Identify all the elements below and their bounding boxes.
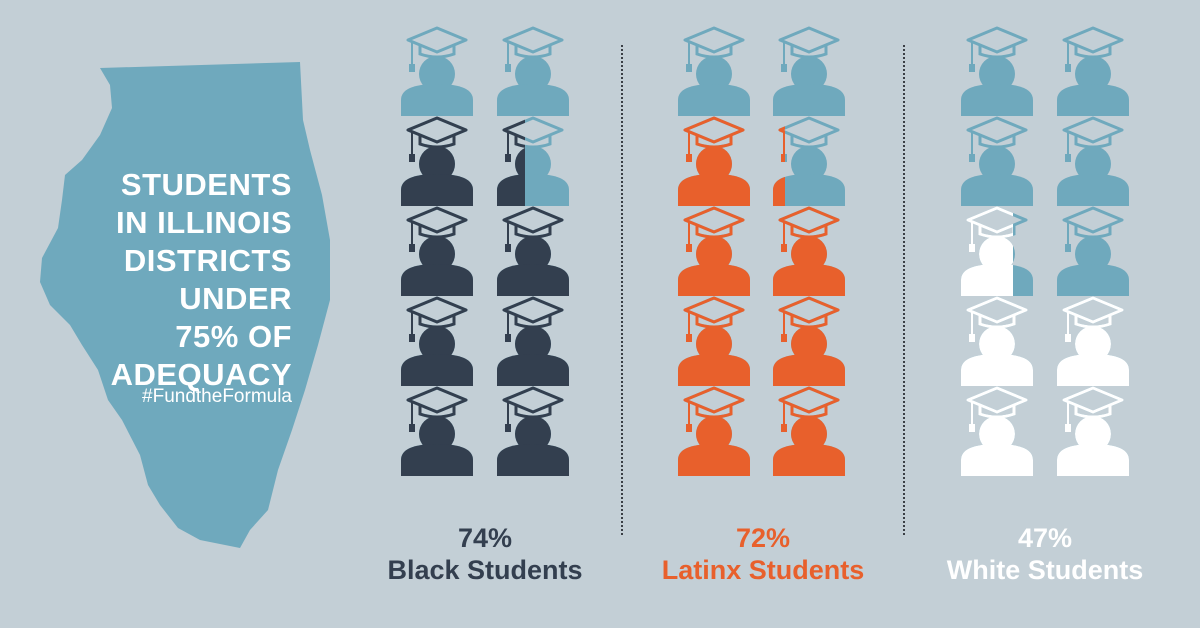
group-label-white: 47% White Students bbox=[915, 522, 1175, 586]
graduate-icon bbox=[771, 116, 847, 208]
title-line-5: 75% OF bbox=[175, 319, 292, 354]
name-black: Black Students bbox=[387, 555, 583, 585]
graduate-icon bbox=[399, 26, 475, 118]
divider-right bbox=[903, 45, 905, 535]
graduate-icon bbox=[676, 296, 752, 388]
graduate-icon bbox=[399, 386, 475, 478]
percent-white: 47% bbox=[1017, 523, 1073, 553]
name-latinx: Latinx Students bbox=[661, 555, 865, 585]
illinois-state-shape bbox=[40, 62, 330, 548]
percent-black: 74% bbox=[457, 523, 513, 553]
graduate-icon bbox=[495, 386, 571, 478]
graduate-icon bbox=[676, 386, 752, 478]
graduate-icon bbox=[771, 26, 847, 118]
graduate-icon bbox=[399, 206, 475, 298]
divider-left bbox=[621, 45, 623, 535]
graduate-icon bbox=[771, 206, 847, 298]
graduate-icon bbox=[399, 116, 475, 208]
title-line-6: ADEQUACY bbox=[110, 357, 292, 392]
graduate-icon bbox=[959, 206, 1035, 298]
graduate-icon bbox=[1055, 386, 1131, 478]
title-line-4: UNDER bbox=[179, 281, 292, 316]
title-line-3: DISTRICTS bbox=[123, 243, 292, 278]
graduate-icon bbox=[959, 386, 1035, 478]
graduate-icon bbox=[1055, 206, 1131, 298]
graduate-icon bbox=[495, 206, 571, 298]
graduate-icon bbox=[399, 296, 475, 388]
name-white: White Students bbox=[946, 555, 1144, 585]
graduate-icon bbox=[959, 296, 1035, 388]
graduate-icon bbox=[771, 386, 847, 478]
title-line-2: IN ILLINOIS bbox=[116, 205, 292, 240]
title-line-1: STUDENTS bbox=[120, 167, 292, 202]
graduate-icon bbox=[1055, 116, 1131, 208]
graduate-icon bbox=[495, 296, 571, 388]
graduate-icon bbox=[959, 116, 1035, 208]
infographic-title: STUDENTS IN ILLINOIS DISTRICTS UNDER 75%… bbox=[60, 166, 292, 394]
graduate-icon bbox=[1055, 26, 1131, 118]
graduate-icon bbox=[676, 26, 752, 118]
graduate-icon bbox=[676, 206, 752, 298]
graduate-icon bbox=[771, 296, 847, 388]
graduate-icon bbox=[676, 116, 752, 208]
graduate-icon bbox=[495, 26, 571, 118]
group-label-latinx: 72% Latinx Students bbox=[633, 522, 893, 586]
graduate-icon bbox=[959, 26, 1035, 118]
group-label-black: 74% Black Students bbox=[355, 522, 615, 586]
percent-latinx: 72% bbox=[735, 523, 791, 553]
graduate-icon bbox=[1055, 296, 1131, 388]
hashtag: #FundtheFormula bbox=[142, 386, 292, 407]
graduate-icon bbox=[495, 116, 571, 208]
